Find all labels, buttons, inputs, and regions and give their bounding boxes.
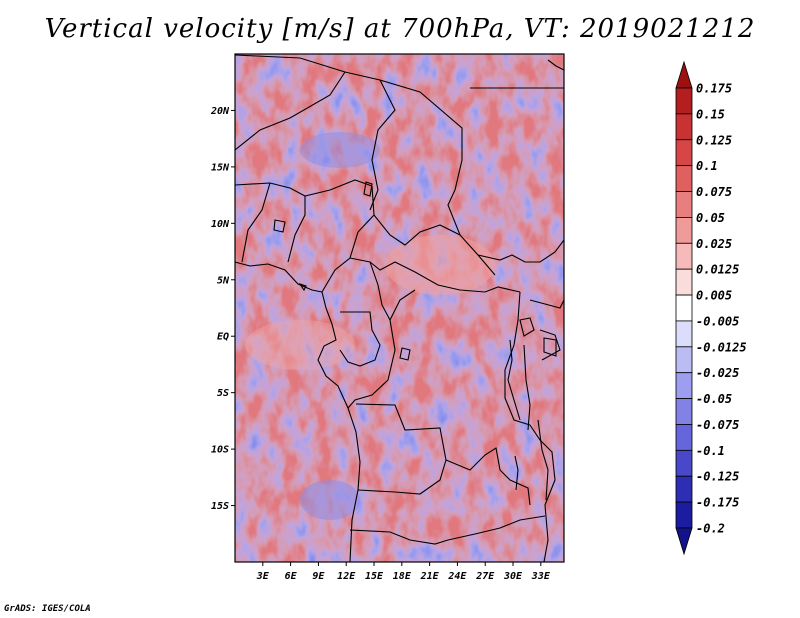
- lat-tick-label: 5S: [217, 388, 229, 399]
- lat-tick-label: 15N: [211, 162, 230, 173]
- lat-tick-label: 20N: [210, 106, 230, 117]
- colorbar-swatch: [676, 114, 692, 140]
- lon-tick-label: 27E: [475, 571, 495, 582]
- grads-credit: GrADS: IGES/COLA: [4, 604, 91, 614]
- colorbar-swatch: [676, 243, 692, 269]
- colorbar-level-label: -0.025: [696, 366, 739, 380]
- colorbar-level-label: -0.05: [696, 392, 732, 406]
- colorbar-level-label: 0.175: [696, 82, 732, 96]
- lon-tick-label: 30E: [503, 571, 523, 582]
- lat-tick-label: 10N: [211, 219, 230, 230]
- colorbar: 0.175 0.15 0.125 0.1 0.075 0.05 0.025 0.0125 0.0…: [676, 62, 747, 554]
- colorbar-swatch: [676, 295, 692, 321]
- map-figure: 20N 15N 10N 5N EQ 5S 10S 15S 3E 6E 9E 12E 15E 18E 21E…: [0, 0, 800, 618]
- colorbar-swatch: [676, 321, 692, 347]
- lat-tick-label: 10S: [211, 445, 229, 456]
- lat-tick-label: 5N: [217, 275, 230, 286]
- colorbar-swatch: [676, 424, 692, 450]
- colorbar-level-label: -0.125: [696, 470, 739, 484]
- colorbar-swatch: [676, 269, 692, 295]
- colorbar-swatch: [676, 140, 692, 166]
- lon-tick-label: 3E: [256, 571, 270, 582]
- colorbar-level-label: 0.0125: [696, 263, 739, 277]
- colorbar-swatch: [676, 450, 692, 476]
- latitude-ticks: 20N 15N 10N 5N EQ 5S 10S 15S: [210, 106, 235, 512]
- lon-tick-label: 12E: [337, 571, 356, 582]
- colorbar-level-label: 0.025: [696, 237, 732, 251]
- colorbar-level-label: 0.005: [696, 289, 732, 303]
- colorbar-swatch: [676, 373, 692, 399]
- colorbar-level-label: -0.1: [696, 444, 725, 458]
- lon-tick-label: 15E: [365, 571, 384, 582]
- colorbar-level-label: 0.05: [696, 211, 725, 225]
- colorbar-swatch: [676, 166, 692, 192]
- colorbar-level-label: -0.075: [696, 418, 739, 432]
- colorbar-swatch: [676, 192, 692, 218]
- colorbar-level-label: 0.125: [696, 133, 732, 147]
- colorbar-level-label: -0.0125: [696, 340, 747, 354]
- colorbar-level-label: 0.15: [696, 107, 725, 121]
- lon-tick-label: 33E: [531, 571, 551, 582]
- colorbar-swatch: [676, 88, 692, 114]
- colorbar-swatch: [676, 399, 692, 425]
- lon-tick-label: 6E: [285, 571, 298, 582]
- lat-tick-label: EQ: [217, 332, 229, 343]
- colorbar-level-label: -0.2: [696, 522, 725, 536]
- colorbar-swatch: [676, 217, 692, 243]
- colorbar-swatch: [676, 528, 692, 554]
- colorbar-swatch: [676, 62, 692, 88]
- colorbar-level-label: 0.075: [696, 185, 732, 199]
- vertical-velocity-field: [235, 54, 564, 562]
- colorbar-swatch: [676, 502, 692, 528]
- lon-tick-label: 21E: [420, 571, 440, 582]
- lon-tick-label: 18E: [393, 571, 412, 582]
- lon-tick-label: 9E: [312, 571, 325, 582]
- colorbar-swatch: [676, 347, 692, 373]
- colorbar-level-label: -0.005: [696, 314, 739, 328]
- longitude-ticks: 3E 6E 9E 12E 15E 18E 21E 24E 27E 30E 33E: [256, 562, 551, 582]
- colorbar-swatch: [676, 476, 692, 502]
- lon-tick-label: 24E: [447, 571, 467, 582]
- lat-tick-label: 15S: [211, 501, 229, 512]
- colorbar-level-label: -0.175: [696, 496, 739, 510]
- colorbar-level-label: 0.1: [696, 159, 718, 173]
